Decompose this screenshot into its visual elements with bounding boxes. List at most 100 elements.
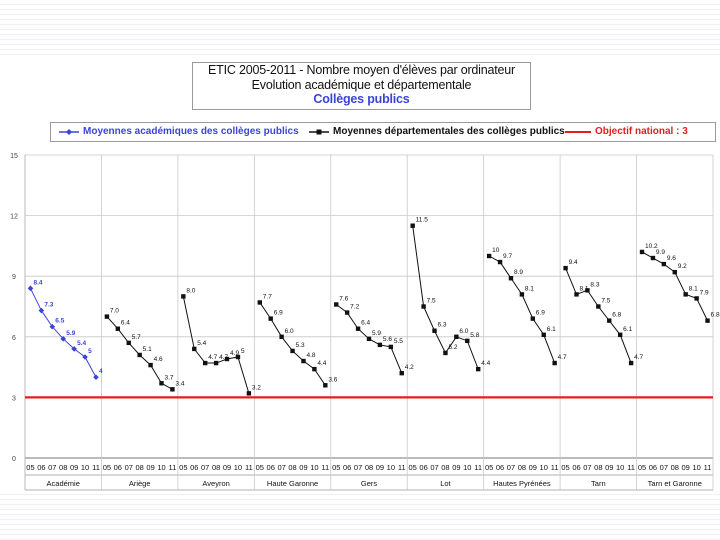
departmental-data-point [596, 304, 601, 309]
x-tick-year-label: 07 [201, 463, 209, 472]
departmental-data-point [519, 292, 525, 297]
departmental-data-point [432, 328, 437, 333]
x-tick-year-label: 11 [169, 463, 177, 472]
x-tick-year-label: 05 [179, 463, 187, 472]
x-tick-year-label: 06 [190, 463, 198, 472]
data-label: 4.8 [306, 352, 315, 359]
data-label: 6.9 [274, 310, 283, 317]
x-tick-year-label: 11 [398, 463, 406, 472]
departmental-series-line [412, 225, 479, 370]
data-label: 6.3 [438, 322, 447, 329]
data-label: 7.5 [601, 298, 610, 305]
data-label: 5.8 [470, 332, 479, 339]
data-label: 7.7 [263, 293, 272, 300]
data-label: 6.1 [623, 326, 632, 333]
x-tick-year-label: 10 [540, 463, 548, 472]
x-tick-year-label: 11 [474, 463, 482, 472]
departmental-data-point [607, 318, 612, 323]
legend-item-objective: Objectif national : 3 [565, 126, 688, 137]
x-tick-year-label: 08 [671, 463, 679, 472]
x-group-label: Gers [361, 479, 378, 488]
academic-data-point [71, 346, 77, 352]
departmental-data-point [290, 348, 295, 354]
data-label: 9.2 [678, 263, 687, 270]
x-tick-year-label: 06 [496, 463, 504, 472]
x-tick-year-label: 09 [682, 463, 690, 472]
departmental-data-point [563, 265, 568, 271]
departmental-data-point [115, 326, 121, 331]
x-tick-year-label: 08 [59, 463, 67, 472]
x-tick-year-label: 09 [146, 463, 154, 472]
departmental-data-point [672, 269, 677, 275]
x-tick-year-label: 07 [48, 463, 56, 472]
x-tick-year-label: 08 [288, 463, 296, 472]
data-label: 4.7 [219, 354, 228, 361]
legend-departmental-marker-icon [309, 129, 329, 134]
x-group-label: Lot [440, 479, 451, 488]
departmental-data-point [639, 249, 645, 255]
chart-subtitle: Evolution académique et départementale [251, 77, 472, 92]
x-tick-year-label: 06 [649, 463, 657, 472]
x-tick-year-label: 06 [419, 463, 427, 472]
data-label: 6.0 [285, 328, 294, 335]
academic-series-line [30, 288, 97, 378]
x-group-label: Ariège [129, 479, 151, 488]
departmental-data-point [268, 316, 273, 321]
x-tick-year-label: 10 [616, 463, 624, 472]
x-tick-year-label: 05 [256, 463, 264, 472]
departmental-data-point [334, 302, 339, 307]
x-tick-year-label: 06 [572, 463, 580, 472]
x-group-label: Hautes Pyrénées [493, 479, 551, 488]
data-label: 4.4 [317, 360, 326, 367]
departmental-data-point [181, 294, 186, 299]
x-tick-year-label: 09 [452, 463, 460, 472]
data-label: 7.3 [44, 302, 53, 309]
departmental-data-point [421, 304, 426, 309]
data-label: 4.7 [558, 354, 567, 361]
data-label: 9.9 [656, 249, 665, 256]
chart-subtitle-colleges: Collèges publics [313, 92, 410, 106]
academic-data-point [27, 285, 34, 292]
data-label: 5.3 [296, 342, 305, 349]
data-label: 4 [99, 368, 103, 375]
x-tick-year-label: 11 [245, 463, 253, 472]
data-label: 6.4 [361, 320, 370, 327]
departmental-data-point [399, 370, 404, 376]
departmental-data-point [628, 360, 634, 366]
x-tick-year-label: 10 [692, 463, 700, 472]
x-tick-year-label: 08 [212, 463, 220, 472]
departmental-data-point [159, 381, 164, 386]
departmental-data-point [574, 292, 579, 297]
x-group-label: Aveyron [202, 479, 229, 488]
departmental-data-point [541, 332, 546, 337]
departmental-series-line [182, 296, 250, 394]
departmental-data-point [617, 332, 623, 337]
data-label: 6.8 [711, 312, 720, 319]
x-tick-year-label: 09 [223, 463, 231, 472]
data-label: 3.2 [252, 384, 261, 391]
departmental-data-point [246, 391, 252, 396]
departmental-data-point [585, 288, 590, 293]
data-label: 8.1 [579, 285, 588, 292]
x-tick-year-label: 07 [583, 463, 591, 472]
departmental-data-point [192, 346, 197, 352]
departmental-data-point [344, 310, 350, 315]
legend-objective-line-icon [565, 130, 591, 133]
x-tick-year-label: 08 [365, 463, 373, 472]
departmental-data-point [410, 223, 415, 228]
y-tick-label: 9 [12, 274, 16, 281]
x-group-label: Tarn et Garonne [648, 479, 702, 488]
data-label: 10 [492, 247, 500, 254]
departmental-data-point [323, 383, 328, 388]
departmental-data-point [301, 358, 306, 364]
x-tick-year-label: 07 [507, 463, 515, 472]
y-tick-label: 12 [10, 214, 18, 221]
departmental-data-point [104, 314, 110, 319]
x-tick-year-label: 09 [529, 463, 537, 472]
departmental-series-line [259, 302, 326, 386]
background-stripes [0, 0, 720, 58]
data-label: 6.5 [55, 318, 64, 325]
x-tick-year-label: 05 [409, 463, 417, 472]
departmental-data-point [126, 340, 131, 346]
